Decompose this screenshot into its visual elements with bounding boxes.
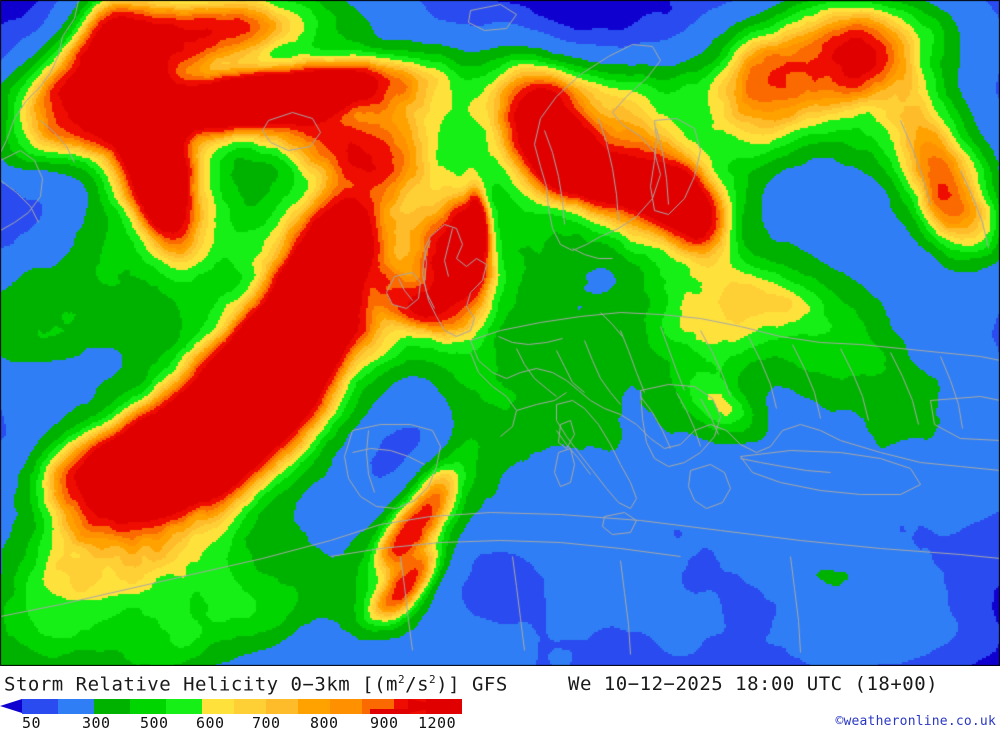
legend-high-arrow	[408, 699, 446, 713]
legend-high-tail	[370, 709, 410, 714]
legend-tick-600: 600	[196, 714, 225, 732]
legend-swatch-50[interactable]	[22, 699, 58, 714]
legend-swatch-600[interactable]	[234, 699, 266, 714]
forecast-map[interactable]	[0, 0, 1000, 666]
legend-swatch-300[interactable]	[94, 699, 130, 714]
legend-swatch-100[interactable]	[58, 699, 94, 714]
legend-swatch-550[interactable]	[202, 699, 234, 714]
helicity-map-canvas[interactable]	[0, 0, 1000, 666]
legend-swatch-750[interactable]	[330, 699, 362, 714]
legend-low-arrow	[0, 699, 22, 713]
valid-time-label: We 10−12−2025 18:00 UTC (18+00)	[568, 673, 939, 695]
legend-swatch-500[interactable]	[166, 699, 202, 714]
chart-title: Storm Relative Helicity 0−3km [(m2/s2)] …	[4, 673, 508, 696]
map-footer: Storm Relative Helicity 0−3km [(m2/s2)] …	[0, 666, 1000, 733]
legend-tick-800: 800	[310, 714, 339, 732]
legend-tick-50: 50	[22, 714, 42, 732]
copyright-label: ©weatheronline.co.uk	[835, 714, 996, 729]
legend-tick-700: 700	[252, 714, 281, 732]
legend-tick-500: 500	[140, 714, 169, 732]
legend-tick-labels: 50 300 500 600 700 800 900 1200	[0, 714, 1000, 732]
legend-tick-900: 900	[370, 714, 399, 732]
legend-tick-300: 300	[82, 714, 111, 732]
legend-swatch-650[interactable]	[266, 699, 298, 714]
color-legend[interactable]	[0, 698, 1000, 716]
legend-swatch-700[interactable]	[298, 699, 330, 714]
title-row: Storm Relative Helicity 0−3km [(m2/s2)] …	[0, 671, 1000, 697]
legend-tick-1200: 1200	[418, 714, 457, 732]
legend-swatch-400[interactable]	[130, 699, 166, 714]
